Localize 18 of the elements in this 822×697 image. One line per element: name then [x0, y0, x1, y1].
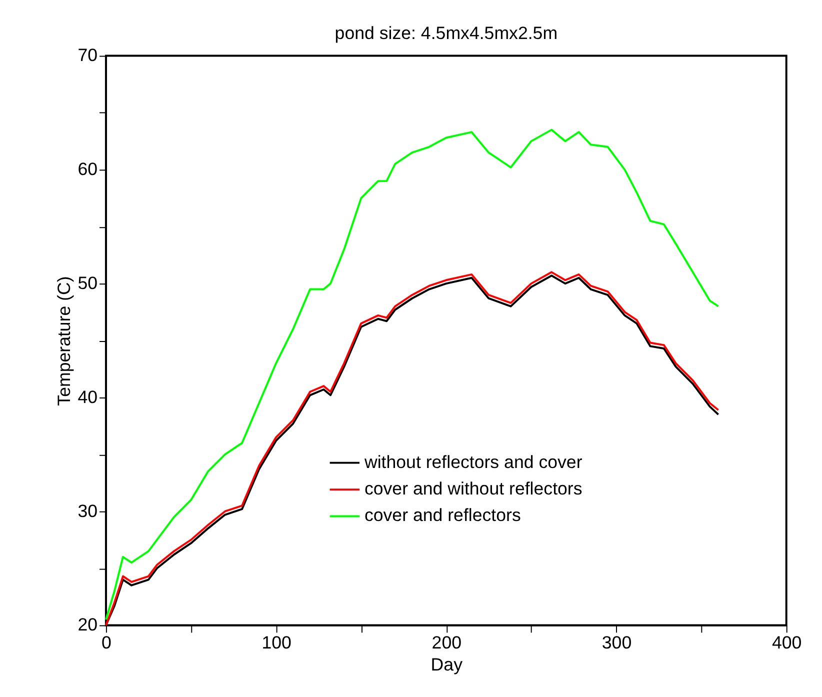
- y-tick-label: 60: [78, 159, 98, 180]
- legend-label: without reflectors and cover: [363, 452, 582, 472]
- x-tick-label: 400: [772, 632, 802, 653]
- y-tick-label: 70: [78, 45, 98, 66]
- line-series: [104, 128, 720, 621]
- y-tick-label: 20: [78, 614, 98, 635]
- y-tick-label: 50: [78, 273, 98, 294]
- y-tick-label: 30: [78, 500, 98, 521]
- x-tick-label: 200: [432, 632, 462, 653]
- x-tick-label: 100: [262, 632, 292, 653]
- chart-title: pond size: 4.5mx4.5mx2.5m: [334, 22, 558, 43]
- legend-label: cover and reflectors: [364, 505, 521, 526]
- x-tick-label: 0: [102, 632, 112, 653]
- y-tick-label: 40: [78, 386, 98, 407]
- x-tick-label: 300: [602, 632, 632, 653]
- x-axis-title: Day: [430, 654, 463, 674]
- legend-label: cover and without reflectors: [364, 478, 582, 499]
- y-axis-title: Temperature (C): [54, 276, 74, 406]
